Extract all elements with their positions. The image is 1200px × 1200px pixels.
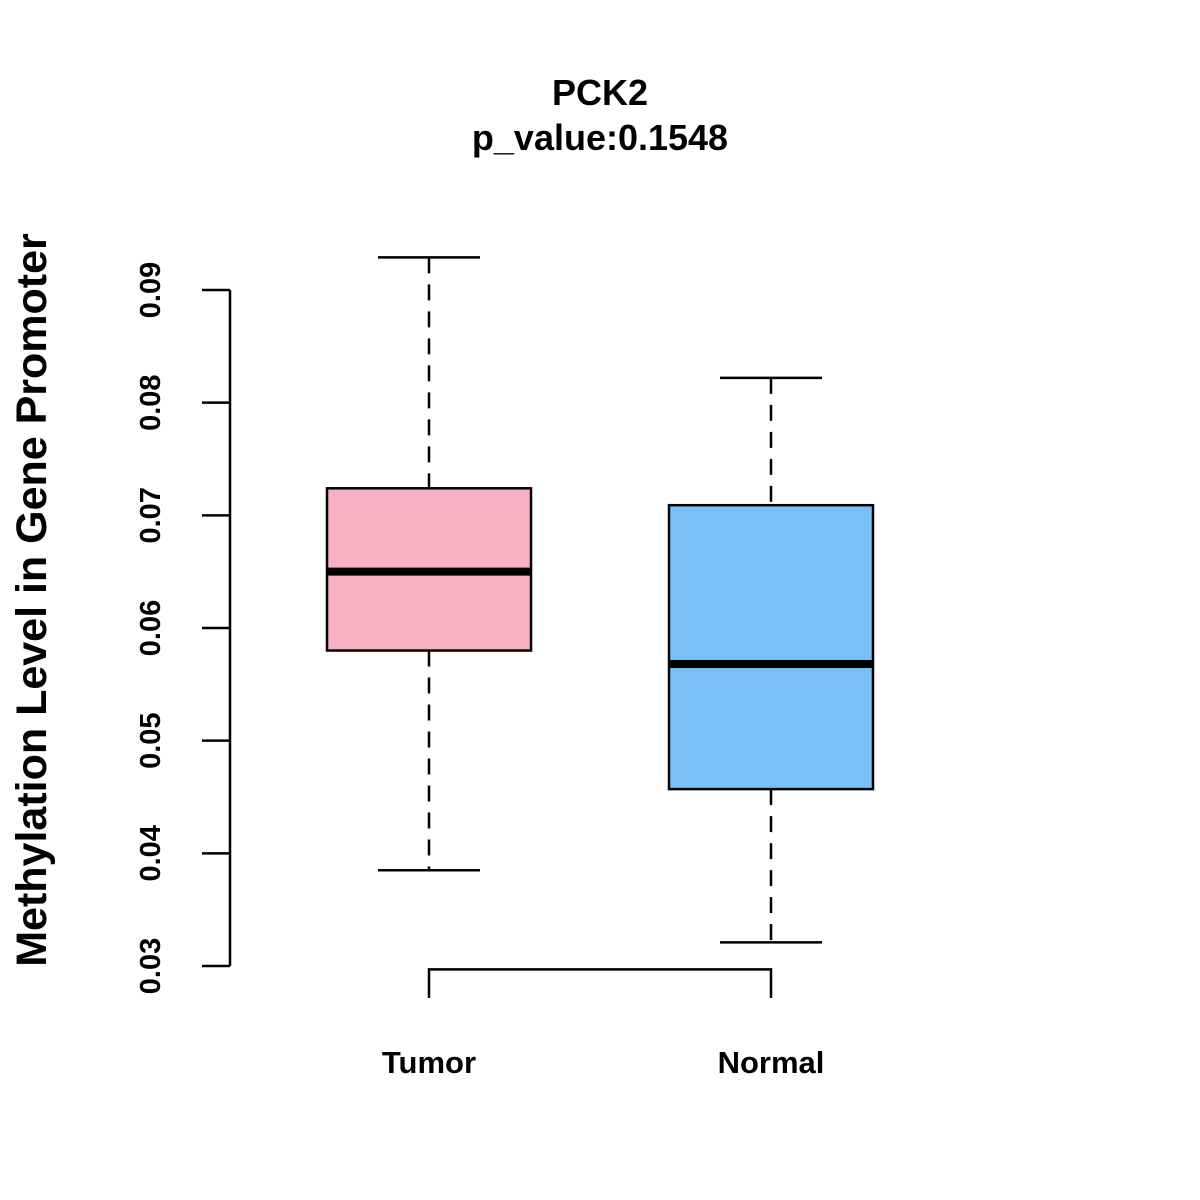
y-tick-label: 0.05 — [135, 712, 167, 768]
y-tick-label: 0.09 — [135, 262, 167, 318]
chart-subtitle: p_value:0.1548 — [472, 117, 728, 158]
x-label-normal: Normal — [718, 1045, 825, 1080]
chart-title: PCK2 — [552, 72, 648, 113]
y-axis-label: Methylation Level in Gene Promoter — [8, 233, 56, 967]
y-axis: 0.03 0.04 0.05 0.06 0.07 0.08 0.09 — [135, 262, 232, 994]
x-label-tumor: Tumor — [382, 1045, 476, 1080]
x-category-labels: Tumor Normal — [382, 1045, 824, 1080]
comparison-bracket-group — [427, 968, 773, 998]
y-tick-label: 0.07 — [135, 487, 167, 543]
y-tick-label: 0.06 — [135, 600, 167, 656]
y-tick-label: 0.08 — [135, 374, 167, 430]
box-normal — [667, 376, 875, 944]
boxes-group — [325, 256, 875, 944]
y-tick-label: 0.03 — [135, 938, 167, 994]
iqr-box — [667, 503, 875, 791]
comparison-bracket — [427, 968, 773, 998]
box-tumor — [325, 256, 533, 872]
y-tick-label: 0.04 — [135, 825, 167, 881]
